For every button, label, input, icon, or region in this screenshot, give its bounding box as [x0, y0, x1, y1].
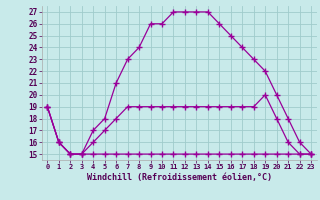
X-axis label: Windchill (Refroidissement éolien,°C): Windchill (Refroidissement éolien,°C) [87, 173, 272, 182]
